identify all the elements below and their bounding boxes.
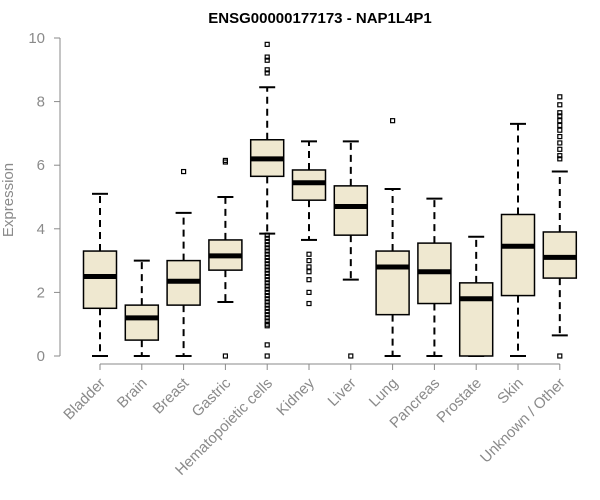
outlier-point	[264, 70, 270, 76]
box	[124, 304, 160, 341]
y-tick-label: 2	[37, 284, 45, 301]
outlier-point	[557, 113, 563, 119]
box-group	[500, 122, 536, 357]
outlier-point	[264, 308, 270, 315]
outlier-point	[264, 245, 270, 251]
outlier-point	[264, 289, 270, 295]
outlier-point	[557, 110, 563, 116]
x-tick-label: Kidney	[273, 374, 318, 419]
y-tick-label: 4	[37, 221, 45, 238]
outlier-point	[264, 299, 270, 305]
x-tick-label: Bladder	[60, 375, 109, 424]
outlier-point	[264, 254, 270, 261]
box-group	[124, 259, 160, 357]
outlier-point	[557, 118, 563, 124]
outlier-point	[306, 264, 312, 270]
y-tick-label: 8	[37, 94, 45, 111]
outlier-point	[264, 261, 270, 267]
outlier-point	[306, 289, 312, 295]
x-tick-label: Skin	[494, 375, 527, 408]
outlier-point	[222, 353, 228, 359]
outlier-point	[390, 118, 396, 124]
outlier-point	[264, 292, 270, 299]
outlier-point	[264, 321, 270, 327]
plot-area	[82, 41, 578, 359]
outlier-point	[222, 157, 228, 164]
outlier-point	[306, 258, 312, 264]
box-group	[166, 168, 201, 357]
outlier-point	[264, 318, 270, 324]
outlier-point	[348, 353, 354, 359]
outlier-point	[264, 57, 270, 63]
box	[500, 213, 536, 297]
box-group	[417, 197, 452, 357]
box-group	[375, 118, 410, 357]
box	[375, 250, 410, 316]
x-tick-label: Breast	[150, 374, 193, 417]
box-group	[458, 235, 494, 357]
outlier-point	[264, 280, 270, 286]
chart-title: ENSG00000177173 - NAP1L4P1	[208, 10, 431, 27]
outlier-point	[264, 232, 270, 238]
outlier-point	[306, 277, 312, 283]
outlier-point	[264, 41, 270, 47]
outlier-point	[264, 273, 270, 280]
box-group	[249, 41, 285, 359]
outlier-point	[557, 156, 563, 162]
outlier-point	[264, 283, 270, 289]
outlier-point	[264, 258, 270, 264]
outlier-point	[264, 242, 270, 248]
outlier-point	[264, 235, 270, 241]
outlier-point	[264, 353, 270, 359]
outlier-point	[264, 342, 270, 348]
y-axis: 0 2 4 6 8 10	[28, 30, 61, 365]
box	[82, 250, 118, 310]
outlier-point	[557, 122, 563, 129]
outlier-point	[557, 146, 563, 152]
outlier-point	[557, 102, 563, 108]
y-tick-label: 6	[37, 157, 45, 174]
outlier-point	[264, 54, 270, 60]
box-group	[208, 157, 243, 359]
outlier-point	[557, 133, 563, 140]
box	[458, 282, 494, 357]
x-tick-label: Liver	[325, 375, 360, 410]
box-group	[291, 140, 327, 307]
outlier-point	[306, 251, 312, 257]
y-axis-title: Expression	[0, 163, 17, 237]
outlier-point	[264, 302, 270, 308]
outlier-point	[557, 94, 563, 100]
outlier-point	[557, 140, 563, 146]
outlier-point	[264, 315, 270, 321]
box-group	[542, 94, 578, 359]
outlier-point	[264, 286, 270, 292]
outlier-point	[264, 251, 270, 257]
outlier-point	[264, 312, 270, 318]
outlier-point	[264, 248, 270, 254]
outlier-point	[557, 353, 563, 359]
outlier-point	[264, 67, 270, 73]
y-tick-label: 0	[37, 348, 45, 365]
y-tick-label: 10	[28, 30, 45, 47]
outlier-point	[306, 269, 312, 275]
x-tick-label: Brain	[114, 375, 151, 412]
outlier-point	[557, 153, 563, 159]
outlier-point	[264, 305, 270, 311]
x-tick-label: Prostate	[433, 375, 485, 427]
box-group	[333, 140, 369, 359]
outlier-point	[557, 127, 563, 133]
box	[333, 185, 369, 236]
outlier-point	[264, 238, 270, 245]
box-group	[82, 192, 118, 357]
outlier-point	[264, 296, 270, 302]
outlier-point	[264, 277, 270, 283]
outlier-point	[264, 270, 270, 276]
outlier-point	[306, 300, 312, 307]
x-tick-label: Lung	[366, 375, 402, 411]
outlier-point	[264, 267, 270, 273]
outlier-point	[181, 168, 187, 175]
outlier-point	[264, 264, 270, 270]
